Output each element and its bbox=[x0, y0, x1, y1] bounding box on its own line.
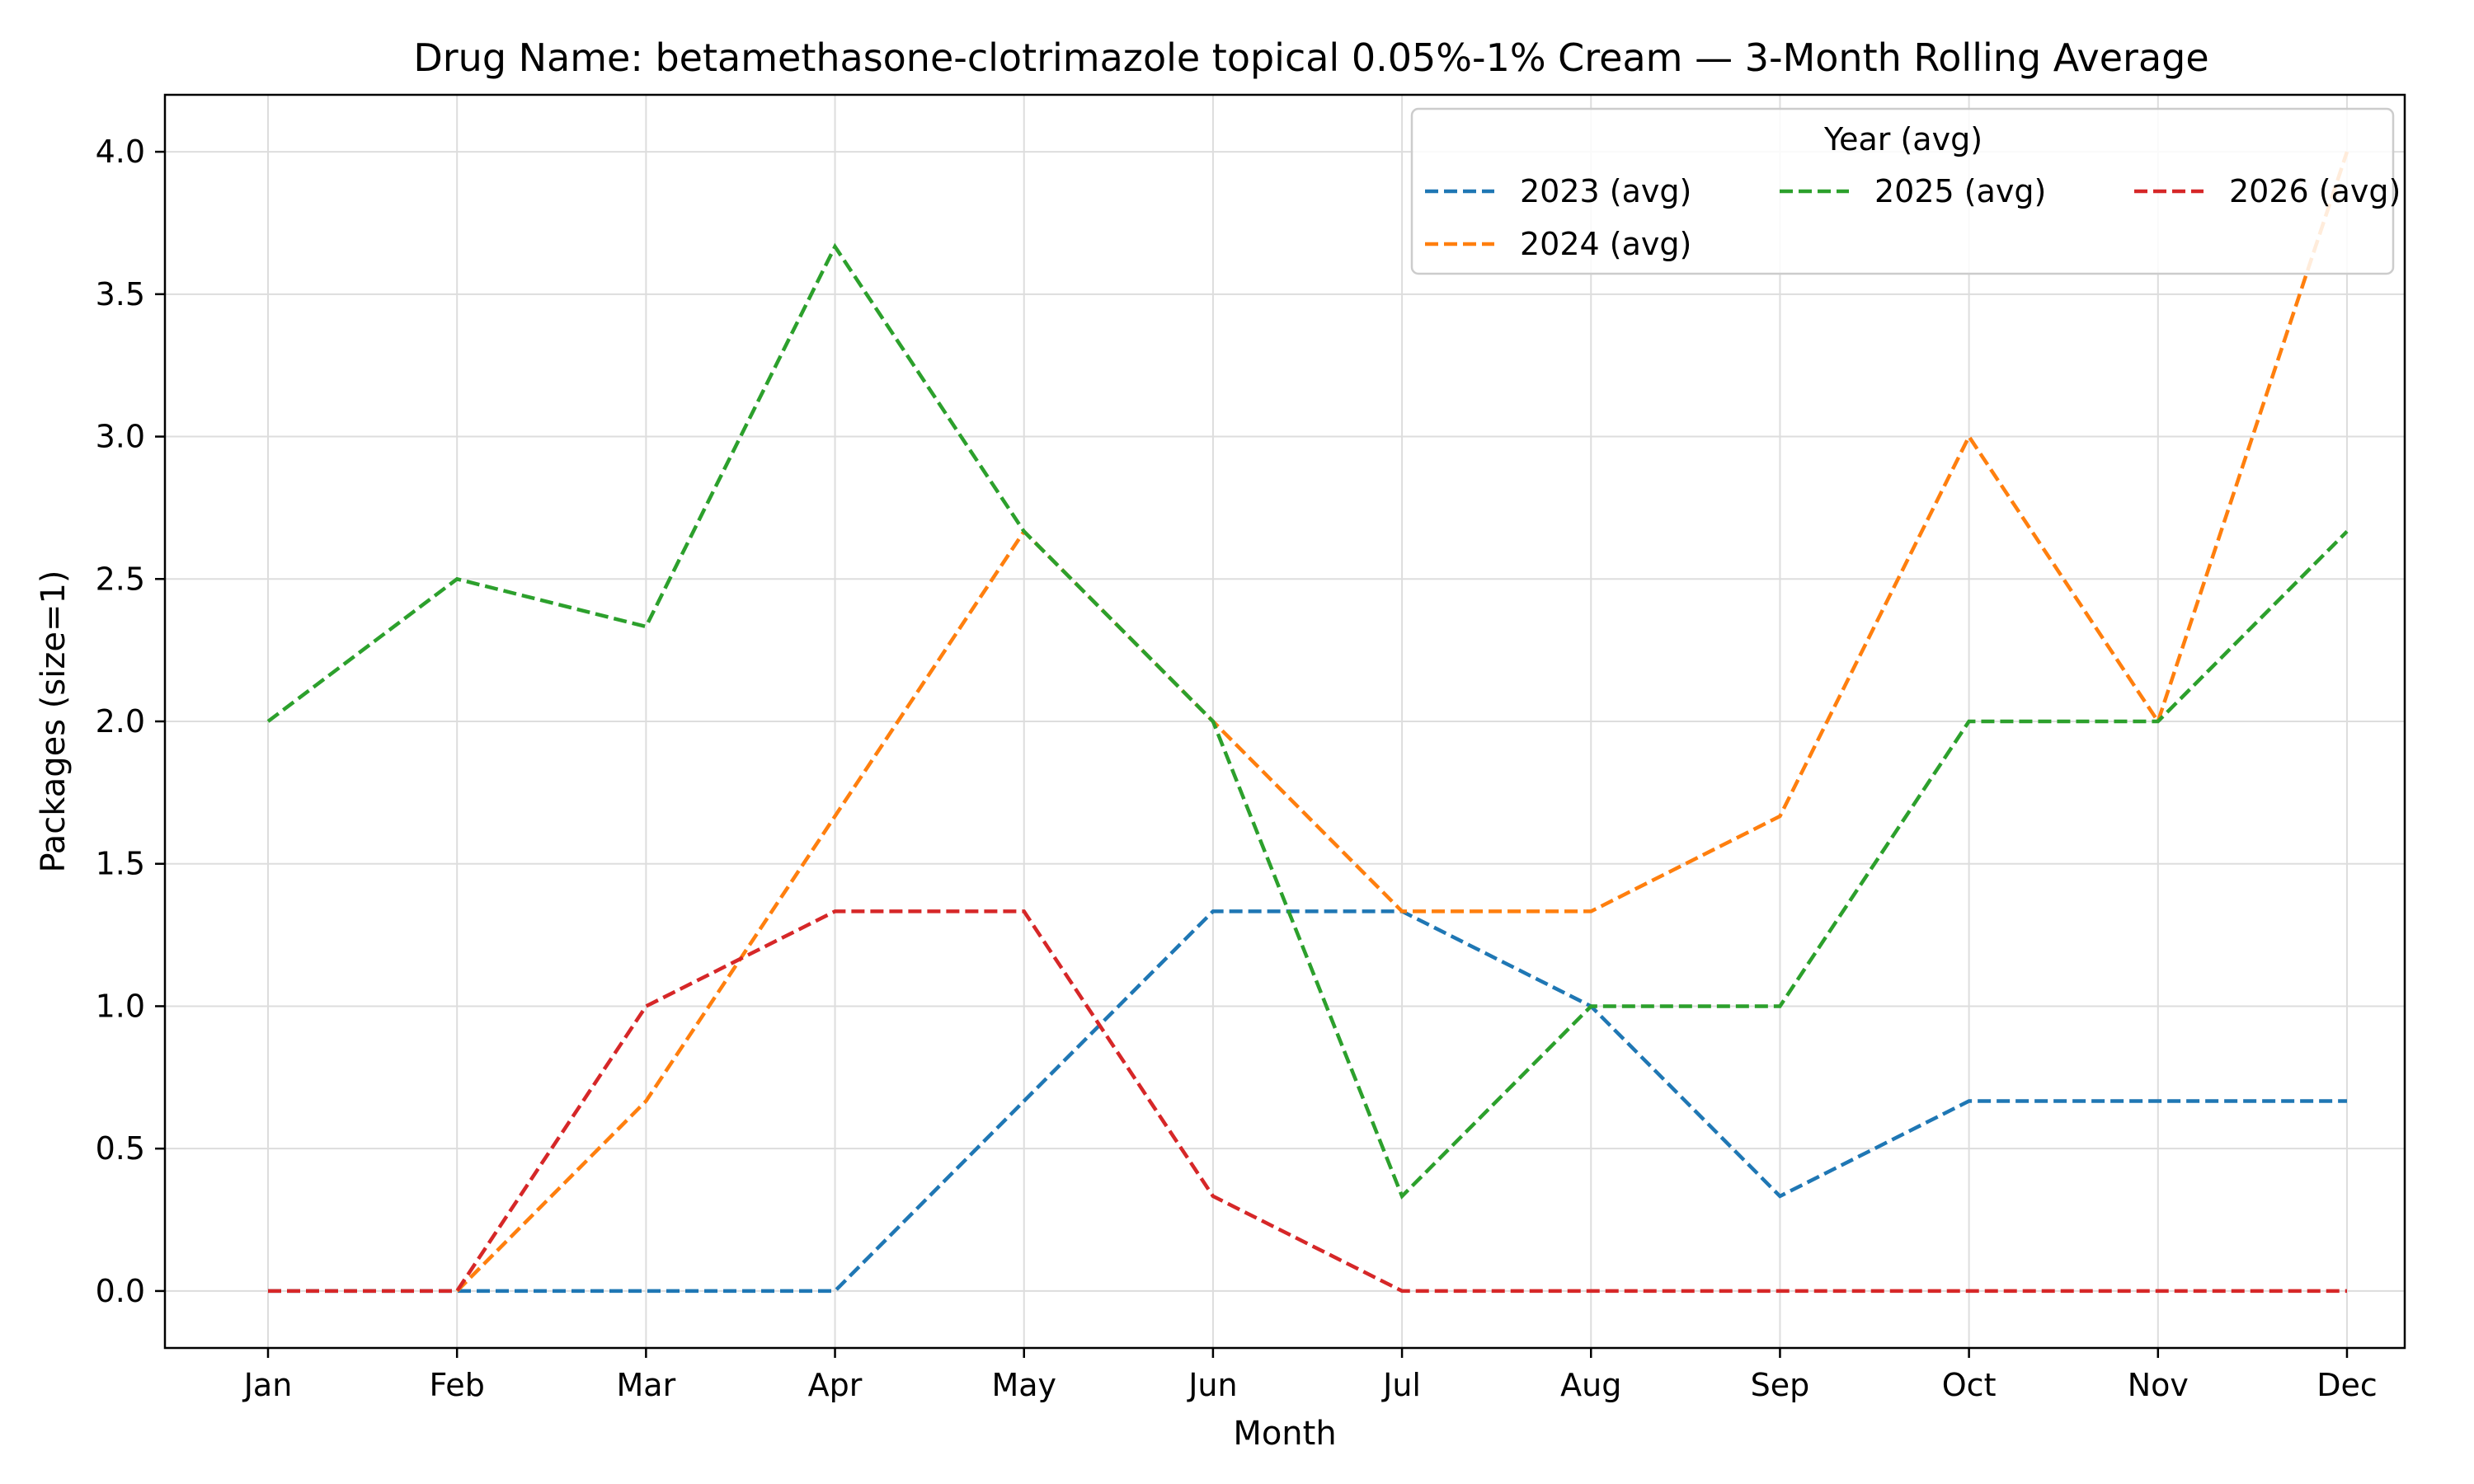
legend-box bbox=[1410, 107, 2395, 275]
x-tick-label: Oct bbox=[1942, 1367, 1997, 1403]
x-tick-label: Aug bbox=[1560, 1367, 1621, 1403]
y-axis-title: Packages (size=1) bbox=[35, 570, 73, 872]
legend: Year (avg) 2023 (avg) 2024 (avg) 2025 (avg… bbox=[1410, 107, 2401, 275]
x-tick-label: Mar bbox=[617, 1367, 676, 1403]
x-tick-label: Sep bbox=[1751, 1367, 1810, 1403]
y-axis: 0.0 0.5 1.0 1.5 2.0 2.5 3.0 3.5 4.0 bbox=[96, 134, 165, 1309]
x-tick-label: Jul bbox=[1381, 1367, 1421, 1403]
legend-entry-label: 2023 (avg) bbox=[1520, 173, 1691, 209]
series-lines bbox=[266, 151, 2349, 1294]
x-tick-label: Apr bbox=[808, 1367, 863, 1403]
legend-title: Year (avg) bbox=[1823, 121, 1982, 157]
y-tick-label: 1.5 bbox=[96, 846, 145, 882]
x-axis-title: Month bbox=[1233, 1415, 1336, 1453]
x-tick-label: May bbox=[991, 1367, 1056, 1403]
x-tick-label: Dec bbox=[2316, 1367, 2378, 1403]
x-tick-label: Nov bbox=[2128, 1367, 2189, 1403]
x-tick-label: Jun bbox=[1187, 1367, 1237, 1403]
series-line-2025 bbox=[266, 242, 2349, 1200]
y-tick-label: 2.5 bbox=[96, 561, 145, 597]
y-tick-label: 0.5 bbox=[96, 1130, 145, 1167]
x-tick-label: Jan bbox=[242, 1367, 293, 1403]
y-tick-label: 4.0 bbox=[96, 134, 145, 170]
y-tick-label: 0.0 bbox=[96, 1273, 145, 1309]
legend-entry-label: 2024 (avg) bbox=[1520, 226, 1691, 262]
legend-entry-label: 2025 (avg) bbox=[1874, 173, 2046, 209]
y-tick-label: 3.0 bbox=[96, 419, 145, 455]
legend-entry-label: 2026 (avg) bbox=[2229, 173, 2401, 209]
y-tick-label: 2.0 bbox=[96, 703, 145, 740]
chart-title: Drug Name: betamethasone-clotrimazole to… bbox=[413, 35, 2208, 80]
series-line-2023 bbox=[268, 909, 2347, 1294]
y-tick-label: 1.0 bbox=[96, 988, 145, 1024]
series-line-2024 bbox=[455, 151, 2349, 1293]
y-tick-label: 3.5 bbox=[96, 276, 145, 312]
x-tick-label: Feb bbox=[430, 1367, 485, 1403]
x-axis: Jan Feb Mar Apr May Jun Jul Aug Sep Oct Nov Dec bbox=[242, 1348, 2378, 1403]
